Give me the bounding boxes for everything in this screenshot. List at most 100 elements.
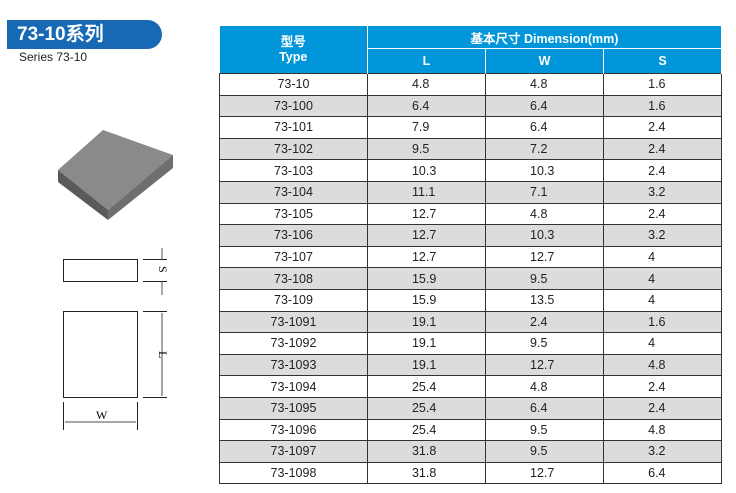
cell-l: 7.9 <box>366 116 487 139</box>
cell-l: 6.4 <box>366 94 487 118</box>
cell-s: 6.4 <box>603 461 722 485</box>
cell-w: 12.7 <box>485 245 605 269</box>
cell-s: 4.8 <box>603 353 722 377</box>
table-row: 73-1093 19.1 12.7 4.8 <box>219 353 722 377</box>
label-l: L <box>156 351 170 358</box>
table-row: 73-106 12.7 10.3 3.2 <box>219 224 722 247</box>
type-header: 型号 Type <box>219 25 368 74</box>
cell-l: 11.1 <box>366 180 487 204</box>
cell-w: 4.8 <box>485 73 605 96</box>
cell-l: 9.5 <box>366 137 487 161</box>
cell-l: 19.1 <box>366 310 487 334</box>
dimension-diagram: S L W <box>63 248 170 430</box>
cell-type: 73-106 <box>219 224 368 247</box>
cell-s: 2.4 <box>603 396 722 420</box>
table-row: 73-107 12.7 12.7 4 <box>219 245 722 269</box>
cell-type: 73-100 <box>219 94 368 118</box>
cell-s: 4.8 <box>603 418 722 442</box>
series-title-banner: 73-10系列 <box>7 20 162 49</box>
cell-type: 73-108 <box>219 267 368 290</box>
cell-w: 4.8 <box>485 202 605 226</box>
label-s: S <box>156 266 170 273</box>
cell-w: 7.2 <box>485 137 605 161</box>
cell-l: 25.4 <box>366 396 487 420</box>
type-header-cn: 型号 <box>280 34 306 49</box>
cell-type: 73-102 <box>219 137 368 161</box>
cell-w: 9.5 <box>485 267 605 290</box>
cell-s: 2.4 <box>603 137 722 161</box>
cell-w: 12.7 <box>485 461 605 485</box>
column-header-w: W <box>485 48 605 74</box>
table-row: 73-1091 19.1 2.4 1.6 <box>219 310 722 334</box>
cell-type: 73-1094 <box>219 375 368 398</box>
table-row: 73-1094 25.4 4.8 2.4 <box>219 375 722 398</box>
cell-type: 73-1091 <box>219 310 368 334</box>
table-row: 73-104 11.1 7.1 3.2 <box>219 180 722 204</box>
cell-w: 10.3 <box>485 224 605 247</box>
table-row: 73-105 12.7 4.8 2.4 <box>219 202 722 226</box>
cell-type: 73-101 <box>219 116 368 139</box>
cell-l: 15.9 <box>366 288 487 312</box>
cell-s: 3.2 <box>603 224 722 247</box>
table-row: 73-1097 31.8 9.5 3.2 <box>219 440 722 463</box>
cell-l: 19.1 <box>366 353 487 377</box>
cell-type: 73-103 <box>219 159 368 182</box>
table-row: 73-109 15.9 13.5 4 <box>219 288 722 312</box>
cell-type: 73-1096 <box>219 418 368 442</box>
cell-s: 4 <box>603 288 722 312</box>
cell-l: 12.7 <box>366 224 487 247</box>
cell-w: 6.4 <box>485 396 605 420</box>
cell-s: 1.6 <box>603 310 722 334</box>
cell-l: 12.7 <box>366 245 487 269</box>
table-row: 73-1098 31.8 12.7 6.4 <box>219 461 722 485</box>
dimension-header: 基本尺寸 Dimension(mm) <box>366 25 723 49</box>
cell-type: 73-1095 <box>219 396 368 420</box>
cell-l: 31.8 <box>366 461 487 485</box>
cell-s: 3.2 <box>603 180 722 204</box>
cell-type: 73-1097 <box>219 440 368 463</box>
cell-w: 6.4 <box>485 116 605 139</box>
table-row: 73-102 9.5 7.2 2.4 <box>219 137 722 161</box>
cell-s: 1.6 <box>603 94 722 118</box>
table-row: 73-1092 19.1 9.5 4 <box>219 332 722 355</box>
product-block-image <box>58 130 173 220</box>
table-row: 73-1095 25.4 6.4 2.4 <box>219 396 722 420</box>
table-row: 73-10 4.8 4.8 1.6 <box>219 73 722 96</box>
cell-type: 73-104 <box>219 180 368 204</box>
cell-l: 25.4 <box>366 418 487 442</box>
cell-w: 12.7 <box>485 353 605 377</box>
cell-type: 73-10 <box>219 73 368 96</box>
table-row: 73-101 7.9 6.4 2.4 <box>219 116 722 139</box>
dimension-table: 型号 Type 基本尺寸 Dimension(mm) L W S 73-10 4.… <box>219 25 723 485</box>
cell-s: 2.4 <box>603 202 722 226</box>
cell-w: 13.5 <box>485 288 605 312</box>
cell-l: 4.8 <box>366 73 487 96</box>
cell-type: 73-107 <box>219 245 368 269</box>
cell-w: 7.1 <box>485 180 605 204</box>
cell-type: 73-109 <box>219 288 368 312</box>
cell-w: 9.5 <box>485 332 605 355</box>
table-row: 73-1096 25.4 9.5 4.8 <box>219 418 722 442</box>
cell-s: 4 <box>603 332 722 355</box>
cell-w: 4.8 <box>485 375 605 398</box>
cell-s: 3.2 <box>603 440 722 463</box>
cell-type: 73-105 <box>219 202 368 226</box>
label-w: W <box>96 408 108 422</box>
table-row: 73-108 15.9 9.5 4 <box>219 267 722 290</box>
cell-w: 9.5 <box>485 418 605 442</box>
cell-s: 2.4 <box>603 375 722 398</box>
table-row: 73-103 10.3 10.3 2.4 <box>219 159 722 182</box>
cell-l: 19.1 <box>366 332 487 355</box>
type-header-en: Type <box>279 49 308 64</box>
cell-type: 73-1093 <box>219 353 368 377</box>
cell-s: 4 <box>603 245 722 269</box>
cell-w: 2.4 <box>485 310 605 334</box>
column-header-s: S <box>603 48 722 74</box>
series-subtitle: Series 73-10 <box>19 50 88 64</box>
cell-w: 6.4 <box>485 94 605 118</box>
table-row: 73-100 6.4 6.4 1.6 <box>219 94 722 118</box>
cell-w: 9.5 <box>485 440 605 463</box>
cell-type: 73-1098 <box>219 461 368 485</box>
cell-s: 4 <box>603 267 722 290</box>
cell-l: 12.7 <box>366 202 487 226</box>
